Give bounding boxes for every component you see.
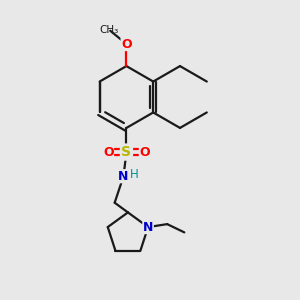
Text: CH₃: CH₃: [99, 25, 119, 35]
Text: O: O: [140, 146, 150, 159]
Text: O: O: [103, 146, 113, 159]
Text: S: S: [122, 145, 131, 159]
Text: N: N: [143, 220, 153, 234]
Text: O: O: [121, 38, 132, 50]
Text: H: H: [130, 168, 139, 181]
Text: N: N: [118, 170, 129, 183]
